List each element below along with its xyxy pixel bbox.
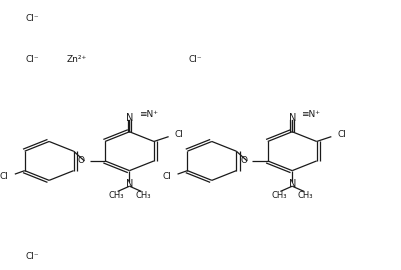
Text: Cl⁻: Cl⁻ <box>26 55 39 64</box>
Text: Cl: Cl <box>162 171 171 181</box>
Text: N: N <box>288 113 295 123</box>
Text: Cl⁻: Cl⁻ <box>188 55 201 64</box>
Text: ≡N⁺: ≡N⁺ <box>138 110 157 119</box>
Text: Cl⁻: Cl⁻ <box>26 14 39 23</box>
Text: N: N <box>126 179 133 189</box>
Text: CH₃: CH₃ <box>297 191 312 200</box>
Text: CH₃: CH₃ <box>135 191 150 200</box>
Text: Cl: Cl <box>337 130 346 139</box>
Text: N: N <box>126 113 133 123</box>
Text: O: O <box>77 156 84 166</box>
Text: N: N <box>288 179 295 189</box>
Text: O: O <box>239 156 247 166</box>
Text: Cl⁻: Cl⁻ <box>26 252 39 261</box>
Text: Zn²⁺: Zn²⁺ <box>67 55 87 64</box>
Text: Cl: Cl <box>174 130 183 139</box>
Text: CH₃: CH₃ <box>108 191 124 200</box>
Text: ≡N⁺: ≡N⁺ <box>300 110 320 119</box>
Text: Cl: Cl <box>0 171 8 181</box>
Text: CH₃: CH₃ <box>271 191 286 200</box>
